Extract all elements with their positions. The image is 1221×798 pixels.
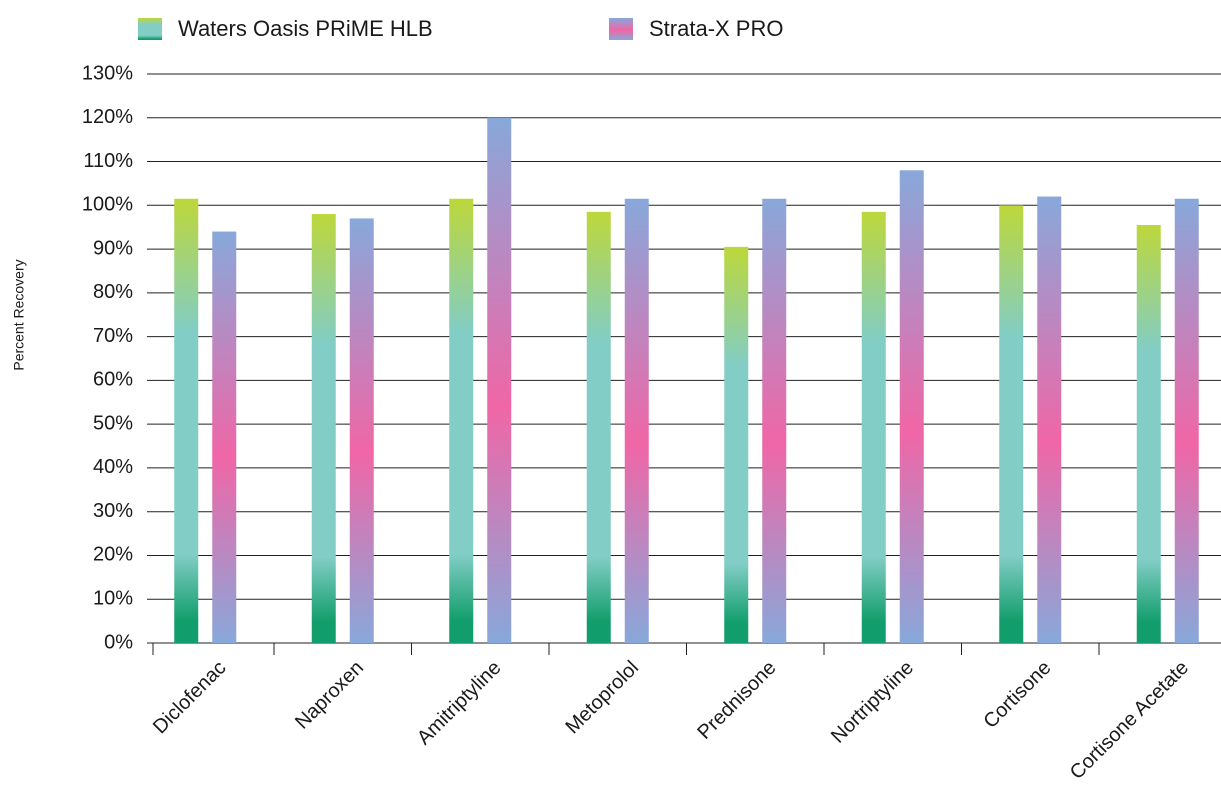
bar (899, 170, 924, 644)
bar (624, 198, 649, 643)
bar (1037, 196, 1062, 644)
bar (174, 198, 199, 643)
y-tick-label: 50% (93, 412, 133, 434)
y-axis-label: Percent Recovery (11, 259, 27, 370)
bar (1136, 225, 1161, 643)
x-tick-label: Metoprolol (561, 657, 643, 739)
bar (999, 205, 1024, 644)
x-tick-label: Nortriptyline (827, 657, 918, 748)
y-tick-label: 20% (93, 544, 133, 566)
y-tick-label: 60% (93, 369, 133, 391)
legend-label: Strata-X PRO (649, 16, 783, 41)
bar (349, 218, 374, 643)
x-tick-label: Cortisone (979, 657, 1055, 733)
y-tick-label: 10% (93, 588, 133, 610)
legend-swatch (609, 18, 633, 40)
y-tick-label: 40% (93, 456, 133, 478)
bar (724, 246, 749, 643)
legend-label: Waters Oasis PRiME HLB (178, 16, 433, 41)
bar (861, 211, 886, 643)
x-tick-label: Amitriptyline (413, 657, 506, 750)
y-tick-label: 90% (93, 237, 133, 259)
bar (762, 198, 787, 643)
y-tick-label: 0% (104, 631, 133, 653)
y-tick-label: 110% (83, 150, 133, 172)
x-tick-label: Prednisone (693, 657, 780, 744)
legend-swatch (138, 18, 162, 40)
bar (487, 117, 512, 644)
bar (586, 211, 611, 643)
x-tick-label: Naproxen (291, 657, 368, 734)
bar (311, 214, 336, 644)
y-tick-label: 70% (93, 325, 133, 347)
x-tick-label: Diclofenac (149, 657, 231, 739)
y-tick-label: 80% (93, 281, 133, 303)
bar (1174, 198, 1199, 643)
y-tick-label: 130% (82, 62, 133, 84)
y-tick-label: 30% (93, 500, 133, 522)
y-tick-label: 120% (82, 106, 133, 128)
bar (449, 198, 474, 643)
x-tick-label: Cortisone Acetate (1066, 657, 1193, 784)
y-tick-label: 100% (82, 194, 133, 216)
bar (212, 231, 237, 644)
